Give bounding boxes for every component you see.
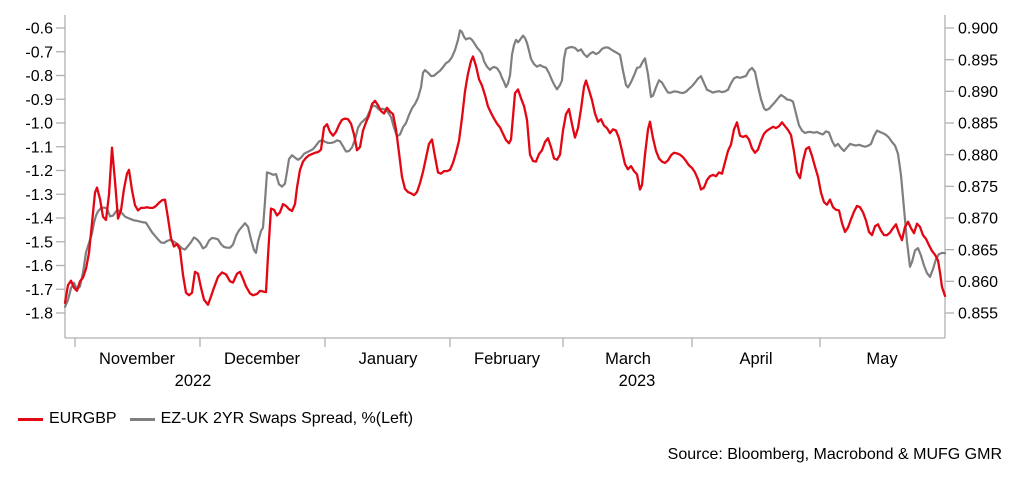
right-axis-tick-label: 0.900 <box>958 21 998 38</box>
x-axis-month-label: November <box>99 350 176 368</box>
right-axis-tick-label: 0.885 <box>958 116 998 133</box>
left-axis-tick-label: -1.4 <box>25 211 53 228</box>
right-axis-tick-label: 0.890 <box>958 84 998 101</box>
x-axis-month-label: February <box>474 350 541 368</box>
right-axis-tick-label: 0.855 <box>958 306 998 323</box>
legend: EURGBP EZ-UK 2YR Swaps Spread, %(Left) <box>18 410 426 428</box>
left-axis-tick-label: -1.1 <box>25 139 53 156</box>
x-axis-month-label: December <box>224 350 301 368</box>
x-axis-month-label: March <box>605 350 651 368</box>
left-axis-tick-label: -0.8 <box>25 68 53 85</box>
left-axis-tick-label: -1.6 <box>25 258 53 275</box>
chart-canvas: -0.6 -0.7 -0.8 -0.9 -1.0 -1.1 -1.2 -1.3 -1.4 -1.5… <box>25 15 998 390</box>
left-axis-tick-label: -0.6 <box>25 21 53 38</box>
source-note: Source: Bloomberg, Macrobond & MUFG GMR <box>667 446 1002 463</box>
left-axis-tick-label: -1.0 <box>25 116 53 133</box>
left-axis-tick-label: -0.9 <box>25 92 53 109</box>
legend-item-eurgbp: EURGBP <box>18 410 117 428</box>
right-axis-tick-label: 0.895 <box>958 52 998 69</box>
left-axis-tick-label: -1.5 <box>25 234 53 251</box>
x-axis-year-label: 2022 <box>175 372 212 390</box>
left-axis-tick-label: -1.3 <box>25 187 53 204</box>
legend-label-eurgbp: EURGBP <box>49 410 117 427</box>
legend-label-swaps-spread: EZ-UK 2YR Swaps Spread, %(Left) <box>160 410 414 427</box>
eurgbp-line <box>63 55 947 306</box>
x-axis-month-label: January <box>359 350 418 368</box>
right-axis-tick-label: 0.860 <box>958 274 998 291</box>
right-axis-tick-label: 0.880 <box>958 147 998 164</box>
x-axis-month-label: April <box>739 350 772 368</box>
eurgbp-line-swatch-icon <box>18 417 43 421</box>
x-axis-year-label: 2023 <box>619 372 656 390</box>
right-axis-tick-label: 0.865 <box>958 242 998 259</box>
right-axis-tick-label: 0.870 <box>958 211 998 228</box>
swaps-spread-line-swatch-icon <box>129 417 155 421</box>
left-axis-tick-label: -0.7 <box>25 44 53 61</box>
legend-item-swaps-spread: EZ-UK 2YR Swaps Spread, %(Left) <box>129 410 414 428</box>
x-axis-month-label: May <box>866 350 898 368</box>
left-axis-tick-label: -1.8 <box>25 306 53 323</box>
swaps-spread-line <box>63 29 947 308</box>
right-axis-tick-label: 0.875 <box>958 179 998 196</box>
left-axis-tick-label: -1.7 <box>25 282 53 299</box>
left-axis-tick-label: -1.2 <box>25 163 53 180</box>
